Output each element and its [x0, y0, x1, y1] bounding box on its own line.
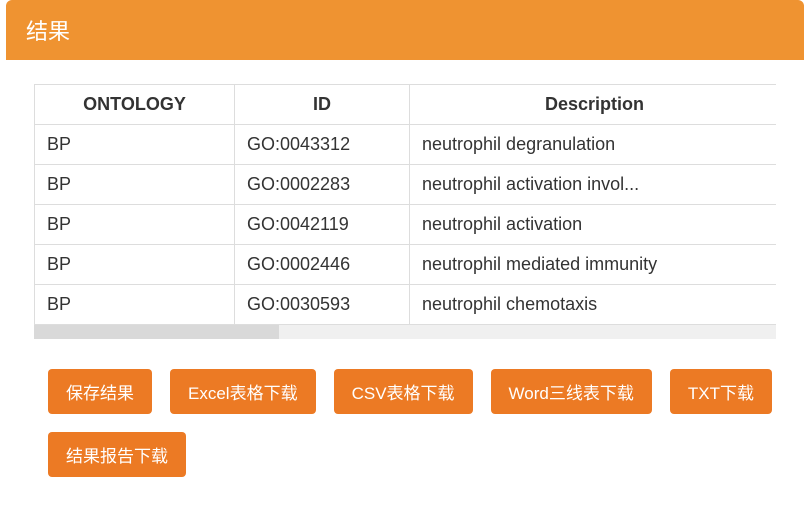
cell-description: neutrophil chemotaxis	[410, 285, 777, 325]
table-row: BP GO:0002446 neutrophil mediated immuni…	[35, 245, 777, 285]
col-header-id: ID	[235, 85, 410, 125]
table-row: BP GO:0042119 neutrophil activation	[35, 205, 777, 245]
csv-download-button[interactable]: CSV表格下载	[334, 369, 473, 414]
results-panel: 结果 ONTOLOGY ID Description BP GO:	[6, 0, 804, 501]
cell-id: GO:0002283	[235, 165, 410, 205]
cell-id: GO:0043312	[235, 125, 410, 165]
cell-description: neutrophil activation invol...	[410, 165, 777, 205]
excel-download-button[interactable]: Excel表格下载	[170, 369, 316, 414]
panel-body: ONTOLOGY ID Description BP GO:0043312 ne…	[6, 60, 804, 501]
cell-ontology: BP	[35, 285, 235, 325]
table-row: BP GO:0002283 neutrophil activation invo…	[35, 165, 777, 205]
table-row: BP GO:0030593 neutrophil chemotaxis	[35, 285, 777, 325]
cell-id: GO:0042119	[235, 205, 410, 245]
table-wrap: ONTOLOGY ID Description BP GO:0043312 ne…	[34, 84, 776, 339]
cell-description: neutrophil activation	[410, 205, 777, 245]
cell-ontology: BP	[35, 165, 235, 205]
scrollbar-thumb[interactable]	[34, 325, 279, 339]
cell-id: GO:0002446	[235, 245, 410, 285]
cell-description: neutrophil mediated immunity	[410, 245, 777, 285]
horizontal-scrollbar[interactable]	[34, 325, 776, 339]
col-header-ontology: ONTOLOGY	[35, 85, 235, 125]
cell-id: GO:0030593	[235, 285, 410, 325]
cell-description: neutrophil degranulation	[410, 125, 777, 165]
txt-download-button[interactable]: TXT下载	[670, 369, 772, 414]
save-result-button[interactable]: 保存结果	[48, 369, 152, 414]
word-download-button[interactable]: Word三线表下载	[491, 369, 652, 414]
report-download-button[interactable]: 结果报告下载	[48, 432, 186, 477]
panel-title: 结果	[26, 19, 70, 44]
panel-header: 结果	[6, 0, 804, 60]
col-header-description: Description	[410, 85, 777, 125]
table-row: BP GO:0043312 neutrophil degranulation	[35, 125, 777, 165]
cell-ontology: BP	[35, 245, 235, 285]
results-table: ONTOLOGY ID Description BP GO:0043312 ne…	[34, 84, 776, 325]
cell-ontology: BP	[35, 205, 235, 245]
button-row: 保存结果 Excel表格下载 CSV表格下载 Word三线表下载 TXT下载 结…	[34, 369, 776, 477]
cell-ontology: BP	[35, 125, 235, 165]
table-header-row: ONTOLOGY ID Description	[35, 85, 777, 125]
